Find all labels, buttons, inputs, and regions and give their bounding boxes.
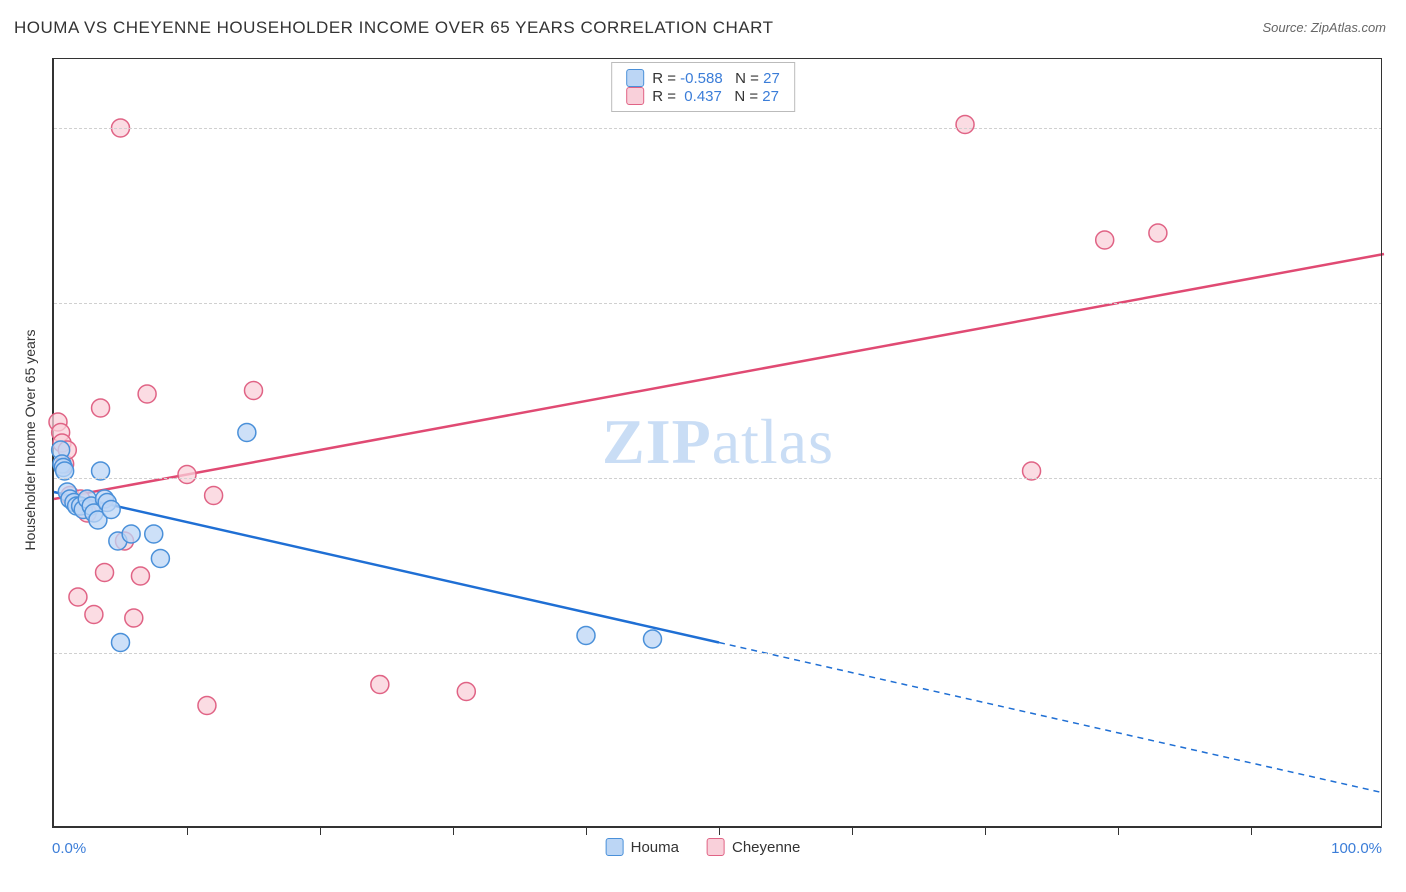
plot-svg [54,58,1382,826]
x-tick [586,826,587,835]
x-axis-max-label: 100.0% [1331,840,1382,857]
x-tick [1118,826,1119,835]
x-tick [719,826,720,835]
gridline [54,478,1382,479]
y-tick-label: $75,000 [1392,295,1406,312]
x-tick [187,826,188,835]
y-tick-label: $25,000 [1392,645,1406,662]
legend-item-cheyenne: Cheyenne [707,838,800,856]
legend-stats-text-cheyenne: R = 0.437 N = 27 [652,88,779,105]
x-tick [985,826,986,835]
x-tick [852,826,853,835]
y-tick-label: $100,000 [1392,120,1406,137]
swatch-houma [626,69,644,87]
houma-n-value: 27 [763,70,780,87]
legend-stats-text-houma: R = -0.588 N = 27 [652,70,780,87]
legend-label-houma: Houma [631,839,679,856]
plot-area: ZIPatlas $25,000$50,000$75,000$100,000 [52,58,1382,828]
legend-item-houma: Houma [606,838,679,856]
houma-r-value: -0.588 [680,70,723,87]
legend-stats-row-houma: R = -0.588 N = 27 [626,69,780,87]
legend-stats: R = -0.588 N = 27 R = 0.437 N = 27 [611,62,795,112]
chart-title: HOUMA VS CHEYENNE HOUSEHOLDER INCOME OVE… [14,18,773,38]
gridline [54,128,1382,129]
x-tick [320,826,321,835]
legend-label-cheyenne: Cheyenne [732,839,800,856]
legend-stats-row-cheyenne: R = 0.437 N = 27 [626,87,780,105]
gridline [54,653,1382,654]
legend-swatch-houma [606,838,624,856]
legend-swatch-cheyenne [707,838,725,856]
y-tick-label: $50,000 [1392,470,1406,487]
gridline [54,303,1382,304]
cheyenne-n-value: 27 [762,88,779,105]
x-axis-min-label: 0.0% [52,840,86,857]
x-tick [1251,826,1252,835]
y-axis-title: Householder Income Over 65 years [22,330,38,551]
swatch-cheyenne [626,87,644,105]
x-tick [453,826,454,835]
cheyenne-r-value: 0.437 [684,88,722,105]
legend-series: Houma Cheyenne [606,838,801,856]
source-label: Source: ZipAtlas.com [1262,20,1386,35]
